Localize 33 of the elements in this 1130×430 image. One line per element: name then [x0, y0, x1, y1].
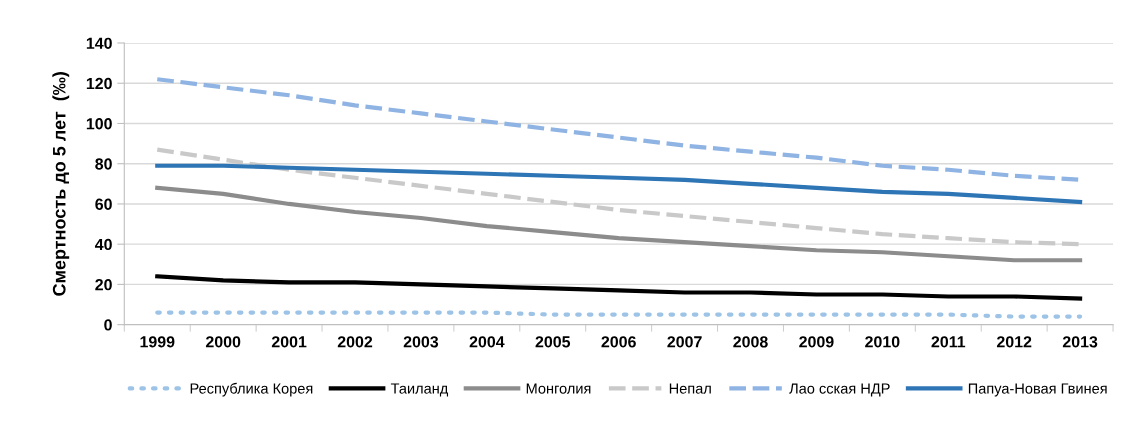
- x-tick-label: 2006: [601, 336, 636, 348]
- y-tick-label: 100: [86, 118, 112, 130]
- line-series: [155, 163, 1083, 205]
- legend-label: Монголия: [526, 383, 591, 394]
- legend-label: Лао сская НДР: [789, 383, 890, 397]
- x-tick-label: 2011: [931, 336, 966, 348]
- y-tick-label: 80: [95, 158, 112, 170]
- x-tick-label: 2000: [205, 336, 241, 348]
- x-tick-label: 2004: [469, 336, 505, 348]
- legend-label: Республика Корея: [190, 382, 313, 397]
- x-tick-label: 2012: [996, 336, 1032, 348]
- x-tick-label: 2013: [1062, 336, 1098, 348]
- x-tick-label: 1999: [140, 336, 175, 348]
- y-tick-label: 0: [104, 319, 112, 331]
- legend-label: Папуа-Новая Гвинея: [968, 383, 1107, 397]
- y-tick-label: 60: [95, 198, 112, 210]
- x-tick-label: 2002: [337, 336, 373, 348]
- x-tick-label: 2007: [667, 336, 702, 348]
- y-axis-title: Смертность до 5 лет (‰): [52, 72, 70, 296]
- legend-label: Таиланд: [390, 383, 449, 397]
- legend-label: Непал: [669, 383, 711, 394]
- x-tick-label: 2003: [403, 336, 439, 348]
- y-tick-label: 20: [95, 279, 112, 291]
- x-tick-label: 2010: [865, 336, 900, 348]
- y-tick-label: 40: [94, 238, 112, 251]
- y-tick-label: 120: [86, 77, 112, 90]
- line-series: [155, 185, 1083, 263]
- x-tick-label: 2009: [799, 336, 834, 348]
- x-tick-label: 2001: [271, 336, 307, 348]
- y-tick-label: 140: [86, 37, 112, 49]
- x-tick-label: 2005: [535, 336, 571, 348]
- x-tick-label: 2008: [733, 336, 768, 348]
- line-series: [155, 274, 1083, 301]
